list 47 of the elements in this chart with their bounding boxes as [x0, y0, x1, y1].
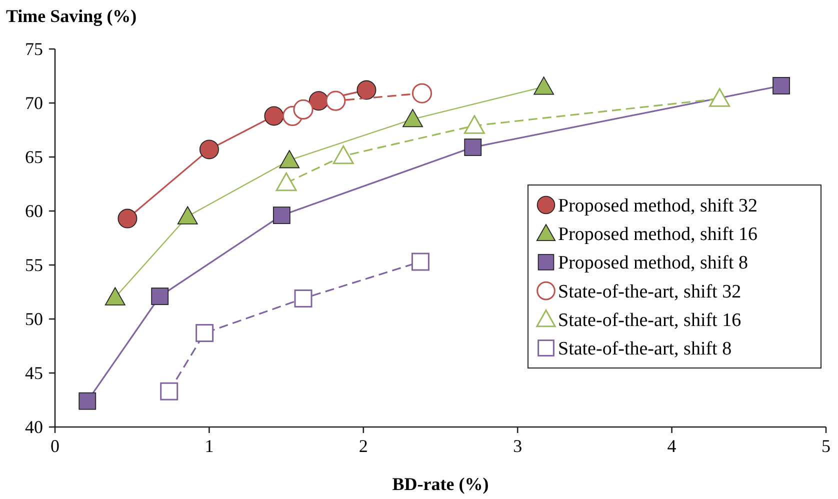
point [464, 115, 485, 134]
point [411, 252, 430, 271]
point [276, 172, 297, 192]
point [709, 88, 730, 107]
y-tick-label: 50 [25, 309, 43, 329]
point [104, 287, 126, 306]
point [402, 109, 423, 128]
point [272, 206, 290, 224]
point [264, 106, 284, 126]
x-axis-title: BD-rate (%) [392, 474, 489, 494]
x-tick-label: 4 [667, 436, 676, 456]
x-tick-label: 5 [822, 436, 830, 456]
y-tick-label: 55 [25, 255, 43, 275]
legend-label: Proposed method, shift 32 [558, 196, 758, 216]
y-tick-label: 40 [25, 417, 43, 437]
legend-label: Proposed method, shift 8 [558, 252, 748, 274]
point [332, 145, 354, 164]
point [151, 288, 169, 306]
y-tick-label: 65 [25, 147, 43, 167]
point [356, 80, 376, 100]
x-tick-label: 0 [50, 436, 60, 456]
x-tick-label: 2 [358, 436, 368, 456]
x-tick-label: 3 [513, 436, 522, 456]
point [326, 90, 346, 111]
point [118, 208, 138, 228]
point [534, 76, 554, 95]
point [772, 77, 790, 94]
y-tick-label: 75 [25, 39, 43, 59]
x-tick-label: 1 [204, 436, 214, 456]
legend-label: State-of-the-art, shift 16 [558, 310, 742, 331]
y-tick-label: 60 [25, 201, 43, 221]
point [160, 382, 178, 400]
point [412, 83, 432, 104]
point [293, 99, 314, 120]
y-tick-label: 70 [25, 93, 43, 113]
point [199, 140, 219, 160]
y-tick-label: 45 [25, 363, 43, 383]
y-axis-title: Time Saving (%) [6, 6, 137, 26]
legend-label: State-of-the-art, shift 32 [558, 281, 742, 302]
point [196, 324, 214, 342]
legend-label: Proposed method, shift 16 [558, 224, 758, 246]
point [294, 289, 312, 308]
legend-label: State-of-the-art, shift 8 [558, 338, 732, 360]
point [279, 150, 300, 168]
point [177, 206, 198, 224]
point [78, 392, 96, 410]
point [464, 138, 482, 156]
